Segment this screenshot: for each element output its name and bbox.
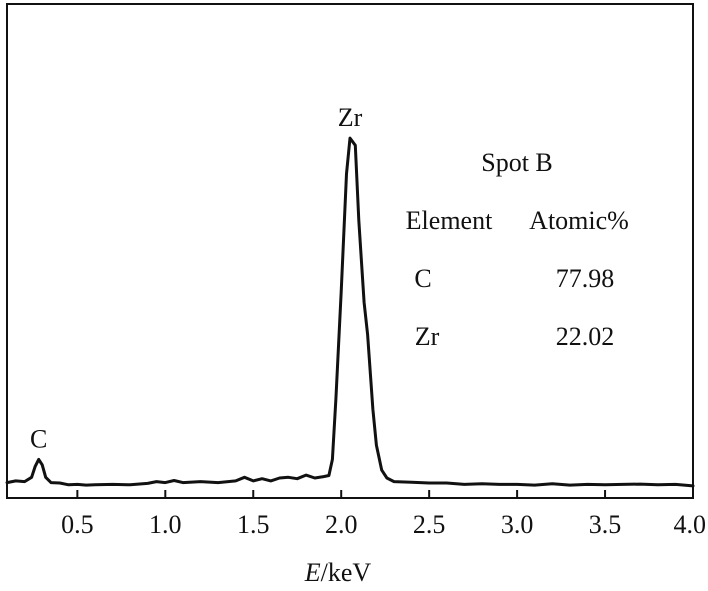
x-tick-label: 4.0 (674, 510, 707, 539)
x-tick-label: 3.5 (589, 510, 622, 539)
x-tick-label: 0.5 (61, 510, 94, 539)
x-tick-label: 2.0 (325, 510, 358, 539)
table-cell-element-c: C (414, 264, 431, 293)
x-axis-title: E/keV (304, 558, 372, 587)
peak-label-c: C (30, 424, 47, 453)
table-header-element: Element (406, 206, 493, 235)
x-tick-label: 3.0 (501, 510, 534, 539)
peak-label-zr: Zr (338, 103, 363, 132)
spectrum-line (5, 136, 695, 488)
x-tick-label: 2.5 (413, 510, 446, 539)
composition-table: Spot B Element Atomic% C 77.98 Zr 22.02 (406, 148, 629, 351)
x-axis-tick-labels: 0.5 1.0 1.5 2.0 2.5 3.0 3.5 4.0 (61, 510, 706, 539)
plot-frame (6, 3, 694, 499)
peak-labels: C Zr (30, 103, 363, 453)
x-tick-label: 1.0 (149, 510, 182, 539)
x-axis-unit: /keV (321, 558, 372, 587)
table-cell-atomic-zr: 22.02 (556, 322, 615, 351)
table-title: Spot B (481, 148, 553, 177)
x-tick-label: 1.5 (237, 510, 270, 539)
table-header-atomic-percent: Atomic% (529, 206, 629, 235)
x-axis-variable: E (304, 558, 321, 587)
table-cell-element-zr: Zr (415, 322, 440, 351)
x-axis-ticks (76, 490, 694, 498)
table-cell-atomic-c: 77.98 (556, 264, 615, 293)
